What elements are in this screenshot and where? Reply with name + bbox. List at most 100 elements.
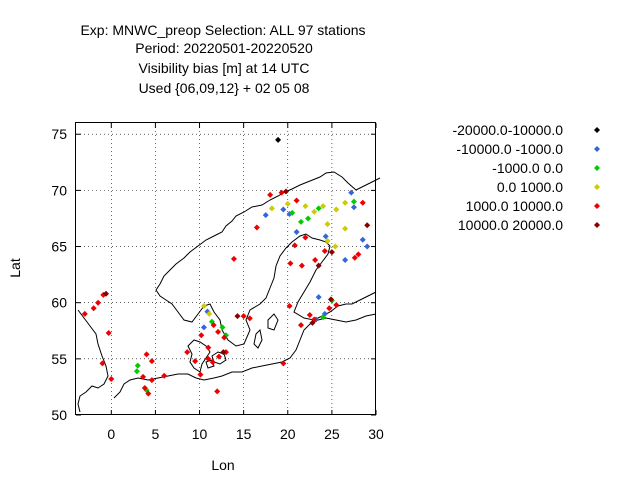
station-marker — [298, 262, 305, 269]
station-marker — [355, 251, 362, 258]
station-marker — [141, 385, 148, 392]
station-marker — [197, 371, 204, 378]
chart-title: Exp: MNWC_preop Selection: ALL 97 statio… — [80, 22, 365, 96]
station-marker — [315, 294, 322, 301]
station-marker — [280, 206, 287, 213]
station-marker — [275, 136, 282, 143]
station-marker — [219, 324, 226, 331]
station-marker — [342, 257, 349, 264]
station-marker — [210, 322, 217, 329]
station-marker — [333, 206, 340, 213]
station-marker — [200, 324, 207, 331]
station-marker — [298, 218, 304, 225]
station-marker — [143, 351, 150, 358]
station-marker — [306, 312, 313, 319]
station-markers — [81, 136, 371, 397]
coastline-gotland — [267, 313, 279, 331]
title-line-4: Used {06,09,12} + 02 05 08 — [139, 80, 310, 96]
station-marker — [206, 310, 213, 317]
station-marker — [108, 376, 115, 383]
station-marker — [342, 199, 349, 206]
legend-marker — [594, 127, 600, 133]
station-marker — [333, 301, 340, 308]
station-marker — [302, 234, 309, 241]
legend-label: 10000.0 20000.0 — [458, 217, 563, 233]
station-marker — [246, 315, 253, 322]
x-tick-label: 25 — [324, 426, 340, 442]
legend-marker — [594, 184, 600, 190]
station-marker — [324, 221, 331, 228]
station-marker — [214, 388, 221, 395]
coastline-denmark — [187, 339, 211, 373]
station-marker — [320, 314, 327, 321]
y-tick-label: 55 — [51, 351, 67, 367]
title-line-1: Exp: MNWC_preop Selection: ALL 97 statio… — [80, 22, 365, 38]
station-marker — [262, 212, 269, 219]
station-marker — [140, 373, 147, 380]
y-tick-label: 75 — [51, 126, 67, 142]
station-marker — [322, 233, 329, 240]
legend-label: 0.0 1000.0 — [497, 179, 563, 195]
station-marker — [326, 305, 333, 312]
title-line-2: Period: 20220501-20220520 — [135, 40, 313, 56]
station-marker — [283, 188, 289, 195]
station-marker — [198, 332, 205, 339]
y-tick-label: 70 — [51, 182, 67, 198]
station-marker — [184, 349, 191, 356]
station-marker — [192, 358, 199, 365]
x-tick-label: 5 — [152, 426, 160, 442]
station-marker — [220, 349, 227, 356]
station-marker — [350, 204, 357, 211]
plot-border — [75, 122, 376, 415]
station-marker — [81, 310, 88, 317]
station-marker — [215, 328, 222, 335]
station-marker — [133, 368, 140, 375]
station-marker — [105, 330, 112, 337]
station-marker — [200, 303, 207, 310]
y-tick-label: 60 — [51, 295, 67, 311]
station-marker — [351, 254, 358, 261]
x-tick-label: 30 — [368, 426, 384, 442]
y-tick-label: 50 — [51, 407, 67, 423]
station-marker — [309, 319, 316, 326]
station-marker — [240, 313, 247, 320]
station-marker — [148, 358, 155, 365]
station-marker — [289, 209, 296, 216]
station-marker — [205, 355, 212, 362]
station-marker — [359, 199, 366, 206]
legend-marker — [594, 203, 600, 209]
x-tick-label: 10 — [192, 426, 208, 442]
station-marker — [298, 322, 304, 329]
station-marker — [321, 248, 328, 255]
station-marker — [364, 222, 371, 229]
station-marker — [342, 225, 349, 232]
legend-marker — [594, 165, 600, 171]
coastline-scandinavia — [155, 171, 381, 347]
station-marker — [90, 305, 97, 312]
station-marker — [145, 390, 152, 397]
station-marker — [312, 257, 319, 264]
station-marker — [234, 313, 241, 320]
station-marker — [99, 360, 106, 367]
coastline-map — [77, 171, 381, 413]
station-marker — [315, 262, 322, 269]
x-axis: 0 5 10 15 20 25 30 — [107, 123, 384, 442]
grid — [76, 123, 376, 415]
station-marker — [350, 198, 357, 205]
station-marker — [364, 243, 371, 250]
station-marker — [293, 228, 300, 235]
station-marker — [293, 197, 300, 204]
coastline-oland — [253, 328, 263, 349]
station-marker — [287, 260, 294, 267]
station-marker — [148, 377, 155, 384]
station-marker — [161, 372, 168, 379]
legend-marker — [594, 146, 600, 152]
station-marker — [305, 215, 312, 222]
station-marker — [302, 203, 309, 210]
station-marker — [320, 203, 327, 210]
station-marker — [359, 236, 366, 243]
y-tick-label: 65 — [51, 239, 67, 255]
legend-label: -1000.0 0.0 — [492, 160, 563, 176]
